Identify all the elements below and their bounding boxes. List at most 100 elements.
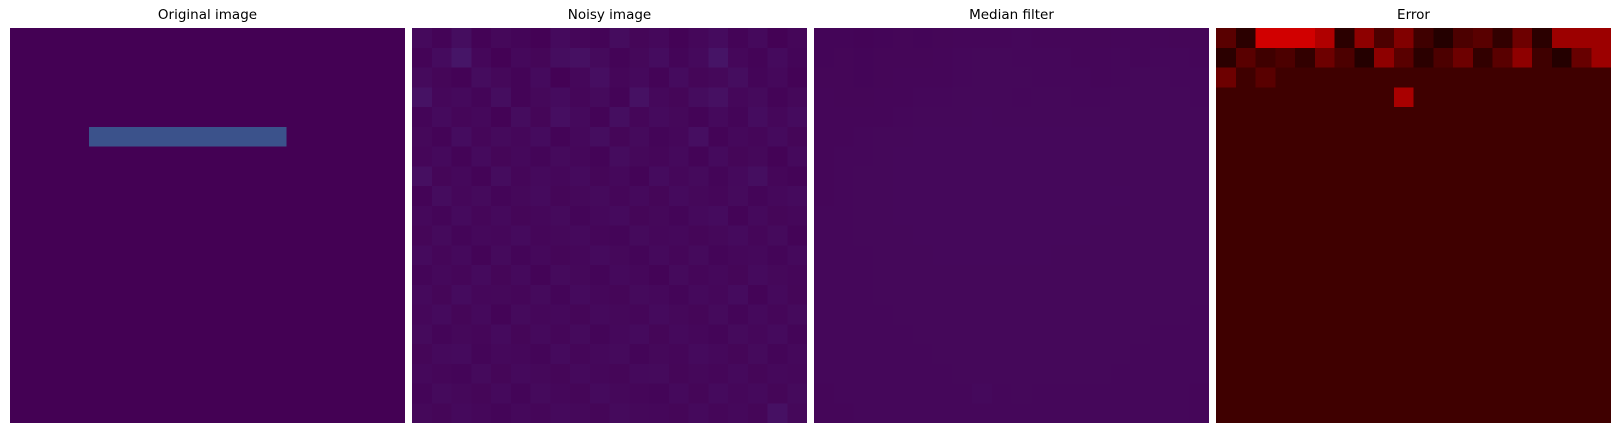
heatmap-cell [1393, 28, 1414, 49]
heatmap-cell [306, 28, 327, 49]
heatmap-cell [1453, 265, 1474, 286]
heatmap-cell [1492, 265, 1513, 286]
heatmap-cell [1169, 245, 1190, 266]
heatmap-cell [530, 403, 551, 423]
heatmap-cell [1453, 383, 1474, 404]
heatmap-cell [89, 166, 110, 187]
heatmap-cell [814, 166, 835, 187]
heatmap-cell [207, 126, 228, 147]
heatmap-cell [530, 304, 551, 325]
heatmap-cell [451, 344, 472, 365]
heatmap-cell [589, 403, 610, 423]
heatmap-cell [972, 146, 993, 167]
heatmap-cell [168, 28, 189, 49]
heatmap-cell [365, 28, 386, 49]
heatmap-cell [1453, 47, 1474, 68]
heatmap-cell [29, 363, 50, 384]
heatmap-cell [1374, 87, 1395, 108]
heatmap-cell [1334, 67, 1355, 88]
heatmap-cell [1070, 47, 1091, 68]
heatmap-cell [1275, 383, 1296, 404]
heatmap-cell [1532, 403, 1553, 423]
heatmap-cell [1070, 383, 1091, 404]
heatmap-cell [1051, 186, 1072, 207]
heatmap-cell [991, 67, 1012, 88]
heatmap-cell [1255, 324, 1276, 345]
heatmap-cell [952, 324, 973, 345]
heatmap-cell [728, 265, 749, 286]
heatmap-cell [1393, 87, 1414, 108]
heatmap-cell [227, 186, 248, 207]
heatmap-cell [1334, 126, 1355, 147]
heatmap-cell [952, 304, 973, 325]
heatmap-cell [365, 363, 386, 384]
heatmap-cell [1433, 67, 1454, 88]
heatmap-cell [708, 245, 729, 266]
heatmap-cell [187, 87, 208, 108]
heatmap-cell [471, 107, 492, 128]
heatmap-cell [1149, 225, 1170, 246]
heatmap-cell [649, 87, 670, 108]
heatmap-cell [1453, 146, 1474, 167]
heatmap-cell [550, 344, 571, 365]
heatmap-cell [728, 383, 749, 404]
heatmap-cell [1070, 304, 1091, 325]
heatmap-cell [1532, 344, 1553, 365]
heatmap-cell [1393, 47, 1414, 68]
heatmap-cell [893, 67, 914, 88]
heatmap-cell [991, 146, 1012, 167]
heatmap-cell [1051, 28, 1072, 49]
heatmap-cell [326, 383, 347, 404]
heatmap-cell [853, 186, 874, 207]
heatmap-cell [1090, 363, 1111, 384]
heatmap-cell [365, 186, 386, 207]
heatmap-cell [10, 225, 31, 246]
heatmap-cell [550, 304, 571, 325]
heatmap-cell [873, 304, 894, 325]
heatmap-cell [853, 403, 874, 423]
heatmap-cell [49, 383, 70, 404]
heatmap-cell [787, 265, 807, 286]
heatmap-cell [69, 28, 90, 49]
heatmap-cell [365, 107, 386, 128]
heatmap-cell [589, 146, 610, 167]
heatmap-cell [1532, 47, 1553, 68]
heatmap-cell [1235, 265, 1256, 286]
heatmap-cell [345, 304, 366, 325]
heatmap-cell [1492, 166, 1513, 187]
heatmap-cell [873, 284, 894, 305]
heatmap-cell [412, 265, 433, 286]
heatmap-cell [1130, 166, 1151, 187]
heatmap-cell [1130, 344, 1151, 365]
heatmap-cell [471, 383, 492, 404]
heatmap-cell [708, 225, 729, 246]
heatmap-cell [1189, 304, 1209, 325]
heatmap-cell [306, 363, 327, 384]
heatmap-cell [530, 87, 551, 108]
heatmap-cell [148, 363, 169, 384]
heatmap-cell [1591, 284, 1611, 305]
heatmap-cell [451, 28, 472, 49]
heatmap-cell [952, 383, 973, 404]
heatmap-cell [747, 205, 768, 226]
heatmap-cell [1512, 28, 1533, 49]
heatmap-cell [128, 383, 149, 404]
heatmap-cell [932, 47, 953, 68]
heatmap-cell [1354, 403, 1375, 423]
heatmap-cell [1130, 67, 1151, 88]
heatmap-cell [912, 344, 933, 365]
heatmap-cell [1433, 205, 1454, 226]
heatmap-cell [1011, 324, 1032, 345]
heatmap-cell [1235, 146, 1256, 167]
heatmap-cell [1031, 47, 1052, 68]
heatmap-cell [128, 87, 149, 108]
heatmap-cell [787, 383, 807, 404]
heatmap-cell [668, 28, 689, 49]
heatmap-cell [1090, 344, 1111, 365]
heatmap-cell [1031, 403, 1052, 423]
heatmap-cell [471, 304, 492, 325]
heatmap-cell [814, 87, 835, 108]
heatmap-cell [609, 245, 630, 266]
heatmap-cell [510, 186, 531, 207]
heatmap-cell [29, 186, 50, 207]
